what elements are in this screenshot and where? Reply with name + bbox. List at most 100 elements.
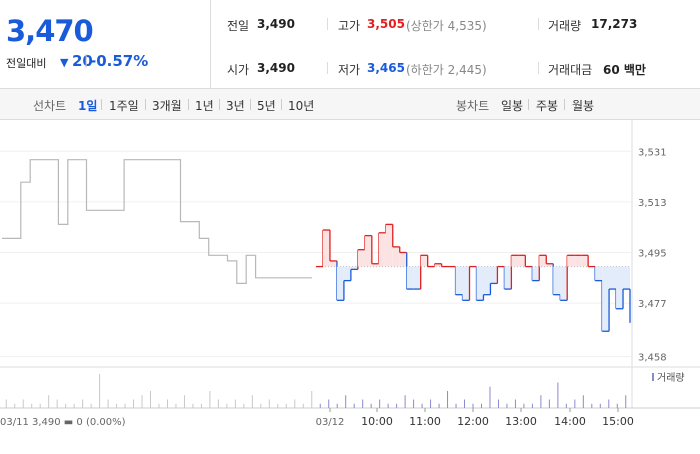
- volume-label: 거래량: [548, 19, 582, 33]
- down-area-fill: [595, 266, 603, 281]
- down-area-fill: [490, 266, 498, 284]
- prev-close-value: 3,490: [257, 17, 295, 31]
- x-tick-label: 15:00: [602, 415, 634, 428]
- x-tick-label: 10:00: [361, 415, 393, 428]
- change-value: 20: [72, 52, 93, 70]
- tab-candle-monthly[interactable]: 월봉: [572, 99, 595, 113]
- up-area-fill: [518, 255, 526, 267]
- tab-divider: [528, 99, 529, 110]
- down-area-fill: [343, 266, 351, 281]
- up-area-fill: [546, 263, 554, 267]
- up-area-fill: [392, 246, 400, 267]
- chart-tabbar: 선차트 1일 1주일 3개월 1년 3년 5년 10년 봉차트 일봉 주봉 월봉: [0, 89, 700, 120]
- open-label: 시가: [227, 63, 250, 77]
- up-area-fill: [378, 232, 386, 267]
- lower-limit-note: (하한가 2,445): [406, 63, 487, 77]
- y-tick-label: 3,495: [638, 249, 667, 260]
- tab-range-1d[interactable]: 1일: [78, 99, 98, 113]
- y-tick-label: 3,477: [638, 299, 667, 310]
- y-tick-label: 3,458: [638, 353, 667, 364]
- low-label: 저가: [338, 63, 361, 77]
- up-area-fill: [385, 224, 393, 267]
- up-area-fill: [574, 255, 582, 267]
- divider: [327, 62, 328, 74]
- up-area-fill: [357, 249, 365, 267]
- down-area-fill: [504, 266, 512, 290]
- tab-range-5y[interactable]: 5년: [257, 99, 276, 113]
- price-chart: 3,458 3,477 3,495 3,513 3,531 거래량 03/11 3,490 …: [0, 120, 700, 450]
- down-area-fill: [455, 266, 463, 295]
- down-area-fill: [602, 266, 610, 332]
- x-tick-label: 14:00: [554, 415, 586, 428]
- price-chart-svg: 3,458 3,477 3,495 3,513 3,531 거래량 03/11 3,490 …: [0, 120, 700, 428]
- tab-divider: [219, 99, 220, 110]
- down-area-fill: [560, 266, 568, 301]
- up-area-fill: [329, 260, 337, 267]
- tab-range-3y[interactable]: 3년: [226, 99, 245, 113]
- down-area-fill: [336, 266, 344, 301]
- prev-close-label: 전일: [227, 19, 250, 33]
- down-area-fill: [623, 266, 630, 290]
- tab-candle-daily[interactable]: 일봉: [501, 99, 524, 113]
- quote-summary: 3,470 전일대비 ▼ 20 | -0.57% 전일 3,490 고가 3,5…: [0, 0, 700, 89]
- up-area-fill: [364, 235, 372, 267]
- x-tick-label: 12:00: [457, 415, 489, 428]
- down-area-fill: [406, 266, 414, 290]
- amount-label: 거래대금: [548, 63, 593, 77]
- up-area-fill: [581, 255, 589, 267]
- up-area-fill: [434, 263, 442, 267]
- low-value: 3,465: [367, 61, 405, 75]
- divider: [538, 18, 539, 30]
- y-tick-label: 3,531: [638, 147, 667, 158]
- high-label: 고가: [338, 19, 361, 33]
- volume-legend-swatch: [652, 373, 654, 381]
- price-box: 3,470 전일대비 ▼ 20 | -0.57%: [0, 0, 211, 88]
- up-area-fill: [539, 255, 547, 267]
- previous-day-line: [2, 159, 312, 284]
- tab-divider: [564, 99, 565, 110]
- up-area-fill: [399, 252, 407, 267]
- line-chart-label: 선차트: [33, 99, 67, 113]
- tab-range-3m[interactable]: 3개월: [152, 99, 182, 113]
- tab-divider: [188, 99, 189, 110]
- tab-divider: [250, 99, 251, 110]
- change-label: 전일대비: [6, 57, 47, 70]
- amount-value: 60 백만: [603, 63, 646, 77]
- down-arrow-icon: ▼: [60, 56, 69, 69]
- divider: [538, 62, 539, 74]
- up-area-fill: [420, 255, 428, 267]
- down-area-fill: [616, 266, 624, 309]
- x-tick-label: 03/12: [316, 417, 345, 428]
- up-area-fill: [511, 255, 519, 267]
- down-area-fill: [462, 266, 470, 301]
- volume-value: 17,273: [591, 17, 638, 31]
- x-tick-label: 11:00: [409, 415, 441, 428]
- open-value: 3,490: [257, 61, 295, 75]
- down-area-fill: [553, 266, 561, 295]
- tab-range-1w[interactable]: 1주일: [109, 99, 139, 113]
- change-separator: |: [84, 53, 89, 68]
- tab-candle-weekly[interactable]: 주봉: [536, 99, 559, 113]
- tab-divider: [281, 99, 282, 110]
- change-percent: -0.57%: [90, 52, 149, 70]
- up-area-fill: [567, 255, 575, 267]
- divider: [327, 18, 328, 30]
- current-price: 3,470: [6, 14, 94, 48]
- tab-range-10y[interactable]: 10년: [288, 99, 315, 113]
- tab-divider: [145, 99, 146, 110]
- x-tick-label: 13:00: [505, 415, 537, 428]
- down-area-fill: [350, 266, 358, 270]
- down-area-fill: [609, 266, 617, 290]
- high-value: 3,505: [367, 17, 405, 31]
- down-area-fill: [532, 266, 540, 281]
- volume-legend-label: 거래량: [657, 372, 685, 384]
- down-area-fill: [413, 266, 421, 290]
- up-area-fill: [322, 230, 330, 267]
- tab-divider: [101, 99, 102, 110]
- up-area-fill: [371, 263, 379, 267]
- candle-chart-label: 봉차트: [456, 99, 490, 113]
- down-area-fill: [483, 266, 491, 295]
- tab-range-1y[interactable]: 1년: [195, 99, 214, 113]
- down-area-fill: [476, 266, 484, 301]
- upper-limit-note: (상한가 4,535): [406, 19, 487, 33]
